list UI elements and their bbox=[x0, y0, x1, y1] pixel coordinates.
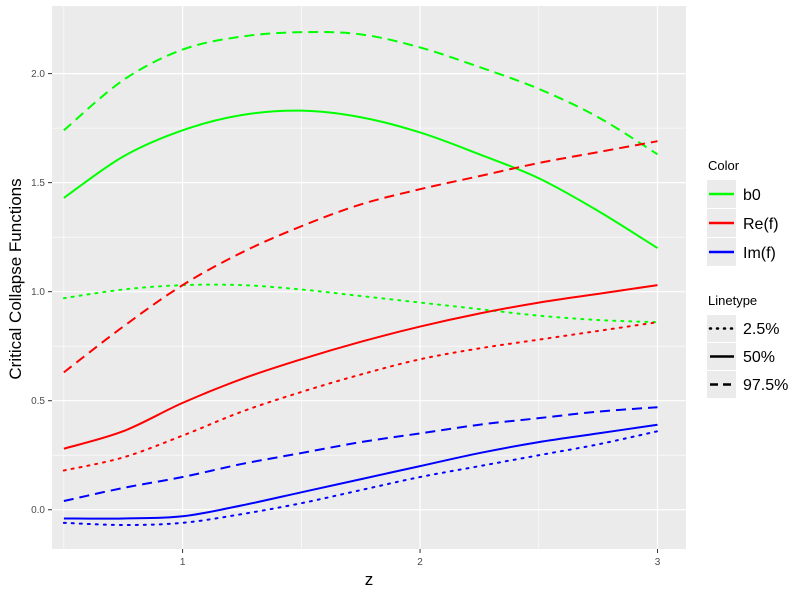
legend-color: Color b0 Re(f) Im(f) bbox=[707, 158, 779, 266]
series-line-ref-50pct bbox=[63, 284, 658, 450]
series-layer bbox=[62, 31, 659, 527]
series-line-b0-97-5pct bbox=[63, 31, 659, 156]
legend-label: 97.5% bbox=[743, 377, 788, 394]
y-tick-label: 2.0 bbox=[31, 69, 45, 80]
x-tick-label: 3 bbox=[655, 557, 661, 568]
y-axis: 0.0 0.5 1.0 1.5 2.0 bbox=[31, 69, 52, 516]
x-tick-label: 1 bbox=[180, 557, 186, 568]
series-line-imf-50pct bbox=[63, 423, 658, 520]
grid-minor bbox=[52, 6, 686, 549]
legend-label: Re(f) bbox=[743, 216, 779, 233]
x-tick-label: 2 bbox=[417, 557, 423, 568]
y-tick-label: 0.5 bbox=[31, 396, 45, 407]
y-axis-title: Critical Collapse Functions bbox=[6, 178, 25, 379]
series-line-b0-2-5pct bbox=[62, 283, 659, 324]
series-line-ref-97-5pct bbox=[63, 140, 658, 374]
legend-label: b0 bbox=[743, 187, 761, 204]
series-line-imf-97-5pct bbox=[63, 406, 658, 502]
legend-label: 50% bbox=[743, 349, 775, 366]
series-line-b0-50pct bbox=[63, 109, 659, 249]
x-axis: 1 2 3 bbox=[180, 549, 661, 568]
legend-linetype: Linetype 2.5% 50% 97.5% bbox=[707, 293, 788, 398]
series-line-ref-2-5pct bbox=[62, 321, 659, 472]
y-tick-label: 1.0 bbox=[31, 287, 45, 298]
grid-major bbox=[52, 6, 686, 549]
plot-panel bbox=[52, 6, 686, 549]
x-axis-title: z bbox=[365, 570, 374, 589]
y-tick-label: 1.5 bbox=[31, 178, 45, 189]
legend-color-title: Color bbox=[708, 158, 740, 173]
legend-label: Im(f) bbox=[743, 245, 776, 262]
y-tick-label: 0.0 bbox=[31, 505, 45, 516]
legend-linetype-title: Linetype bbox=[708, 293, 757, 308]
legend-label: 2.5% bbox=[743, 321, 779, 338]
